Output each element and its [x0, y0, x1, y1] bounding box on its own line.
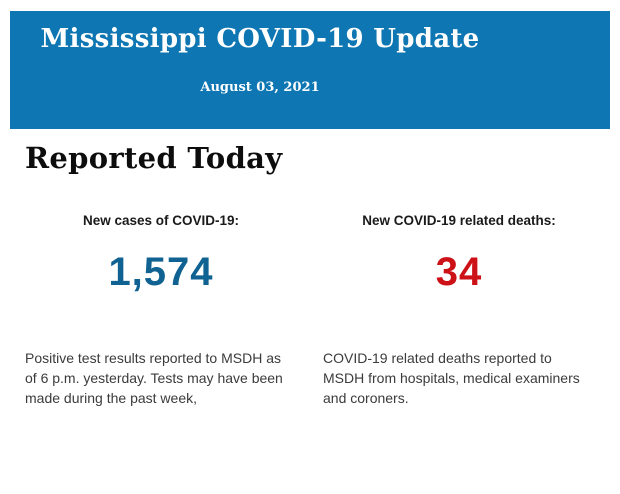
stat-label-new-deaths: New COVID-19 related deaths: [362, 213, 556, 228]
header-date: August 03, 2021 [200, 80, 320, 95]
stat-new-cases: New cases of COVID-19: 1,574 Positive te… [25, 213, 297, 408]
header-banner: Mississippi COVID-19 Update August 03, 2… [10, 11, 610, 129]
section-heading: Reported Today [25, 141, 283, 175]
header-banner-inner: Mississippi COVID-19 Update August 03, 2… [10, 11, 510, 95]
stats-row: New cases of COVID-19: 1,574 Positive te… [25, 213, 595, 408]
stat-value-new-deaths: 34 [435, 250, 483, 294]
covid-update-bulletin: Mississippi COVID-19 Update August 03, 2… [0, 11, 620, 494]
stat-new-deaths: New COVID-19 related deaths: 34 COVID-19… [323, 213, 595, 408]
content-area: Reported Today New cases of COVID-19: 1,… [0, 143, 620, 408]
stat-value-new-cases: 1,574 [108, 250, 214, 294]
stat-description-new-cases: Positive test results reported to MSDH a… [25, 350, 283, 406]
stat-description-new-deaths: COVID-19 related deaths reported to MSDH… [323, 350, 580, 406]
stat-label-new-cases: New cases of COVID-19: [82, 213, 240, 228]
page-title: Mississippi COVID-19 Update [40, 24, 480, 54]
